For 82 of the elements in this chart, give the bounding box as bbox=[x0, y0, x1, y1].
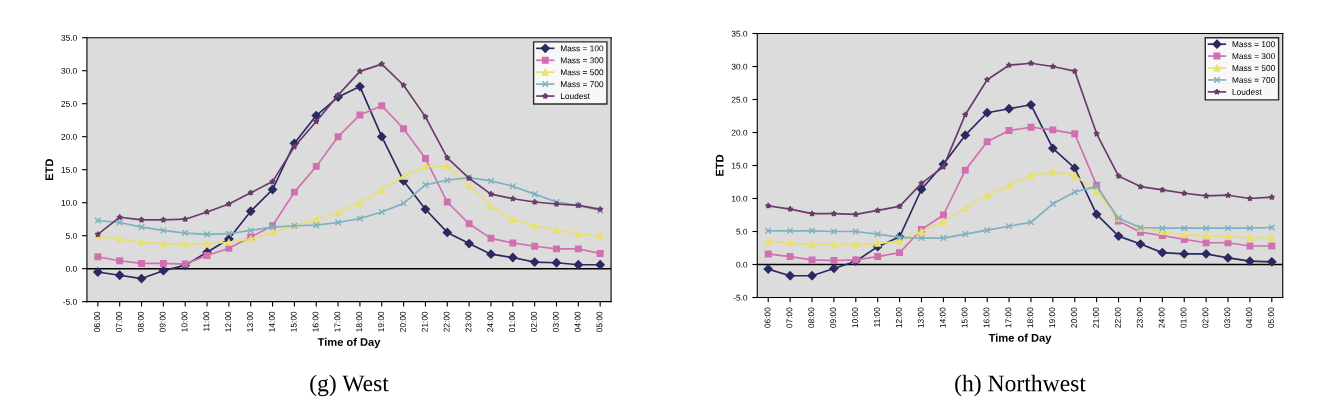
x-tick-label: 14:00 bbox=[939, 307, 946, 328]
y-tick-label: 20.0 bbox=[731, 129, 748, 136]
text: (g) West bbox=[310, 374, 389, 397]
x-tick-label: 23:00 bbox=[465, 311, 472, 332]
legend-label: Mass = 500 bbox=[560, 69, 604, 76]
y-tick-label: 35.0 bbox=[61, 34, 77, 41]
x-tick-label: 20:00 bbox=[1071, 307, 1077, 328]
legend-label: Loudest bbox=[560, 92, 590, 100]
x-tick-label: 11:00 bbox=[203, 311, 210, 331]
x-tick-label: 04:00 bbox=[1246, 307, 1253, 328]
y-tick-label: 30.0 bbox=[61, 67, 77, 74]
text: (h) Northwest bbox=[955, 374, 1086, 397]
x-tick-label: 12:00 bbox=[895, 307, 902, 328]
x-tick-label: 08:00 bbox=[808, 307, 815, 328]
x-tick-label: 20:00 bbox=[399, 311, 406, 332]
x-tick-label: 04:00 bbox=[574, 311, 581, 332]
x-tick-label: 13:00 bbox=[917, 307, 924, 328]
x-tick-label: 22:00 bbox=[1114, 307, 1121, 328]
x-tick-label: 21:00 bbox=[1092, 307, 1099, 328]
y-tick-label: -5.0 bbox=[63, 298, 77, 305]
x-tick-label: 22:00 bbox=[443, 311, 450, 332]
x-tick-label: 06:00 bbox=[764, 307, 771, 328]
legend-label: Mass = 700 bbox=[1232, 77, 1275, 83]
x-tick-label: 24:00 bbox=[1158, 307, 1165, 328]
y-tick-label: 15.0 bbox=[61, 166, 77, 173]
y-tick-label: 35.0 bbox=[731, 30, 748, 37]
y-tick-label: 30.0 bbox=[731, 63, 748, 70]
x-tick-label: 07:00 bbox=[116, 311, 122, 332]
x-tick-label: 14:00 bbox=[268, 311, 275, 332]
y-tick-label: 10.0 bbox=[731, 195, 748, 202]
legend-label: Mass = 100 bbox=[560, 45, 604, 52]
y-tick-label: 0.0 bbox=[736, 261, 748, 268]
x-tick-label: 02:00 bbox=[1202, 307, 1209, 328]
x-tick-label: 18:00 bbox=[356, 311, 363, 332]
y-tick-label: 0.0 bbox=[65, 265, 77, 272]
x-tick-label: 17:00 bbox=[334, 311, 341, 332]
x-tick-label: 19:00 bbox=[1049, 307, 1056, 328]
x-tick-label: 13:00 bbox=[247, 311, 253, 332]
legend-label: Mass = 100 bbox=[1232, 41, 1275, 48]
y-tick-label: 5.0 bbox=[736, 228, 748, 235]
x-tick-label: 24:00 bbox=[487, 311, 494, 332]
x-tick-label: 21:00 bbox=[421, 311, 428, 332]
x-tick-label: 10:00 bbox=[181, 311, 188, 332]
y-axis-title: ETD bbox=[715, 154, 724, 176]
legend-label: Mass = 700 bbox=[560, 81, 604, 88]
x-tick-label: 16:00 bbox=[983, 307, 990, 328]
x-tick-label: 05:00 bbox=[1268, 307, 1275, 328]
legend-label: Loudest bbox=[1232, 88, 1262, 95]
y-tick-label: 10.0 bbox=[61, 199, 77, 206]
x-tick-label: 09:00 bbox=[830, 307, 837, 328]
x-tick-label: 16:00 bbox=[312, 311, 319, 332]
x-tick-label: 07:00 bbox=[786, 307, 793, 328]
x-axis-title: Time of Day bbox=[988, 333, 1052, 344]
x-tick-label: 10:00 bbox=[852, 307, 859, 328]
x-tick-label: 23:00 bbox=[1136, 307, 1143, 328]
y-tick-label: -5.0 bbox=[733, 294, 748, 301]
x-tick-label: 18:00 bbox=[1027, 307, 1034, 328]
y-tick-label: 25.0 bbox=[731, 96, 748, 103]
y-axis-title: ETD bbox=[45, 159, 54, 181]
y-tick-label: 5.0 bbox=[65, 232, 77, 239]
x-tick-label: 12:00 bbox=[225, 311, 232, 332]
x-tick-label: 03:00 bbox=[1224, 307, 1231, 328]
legend-label: Mass = 300 bbox=[560, 57, 604, 64]
x-tick-label: 15:00 bbox=[961, 307, 968, 328]
legend-label: Mass = 300 bbox=[1232, 53, 1275, 60]
x-tick-label: 09:00 bbox=[159, 311, 166, 332]
x-axis-title: Time of Day bbox=[317, 337, 381, 349]
x-tick-label: 15:00 bbox=[290, 311, 297, 332]
legend-label: Mass = 500 bbox=[1232, 65, 1275, 72]
x-tick-label: 03:00 bbox=[552, 311, 559, 332]
x-tick-label: 05:00 bbox=[596, 311, 603, 332]
y-tick-label: 15.0 bbox=[731, 162, 748, 169]
x-tick-label: 19:00 bbox=[378, 311, 384, 332]
y-tick-label: 25.0 bbox=[61, 100, 77, 107]
x-tick-label: 08:00 bbox=[137, 311, 144, 332]
x-tick-label: 06:00 bbox=[94, 311, 101, 332]
x-tick-label: 01:00 bbox=[1180, 307, 1187, 328]
x-tick-label: 17:00 bbox=[1005, 307, 1012, 328]
x-tick-label: 11:00 bbox=[874, 307, 880, 327]
x-tick-label: 01:00 bbox=[509, 311, 516, 332]
y-tick-label: 20.0 bbox=[61, 133, 77, 140]
x-tick-label: 02:00 bbox=[530, 311, 537, 332]
